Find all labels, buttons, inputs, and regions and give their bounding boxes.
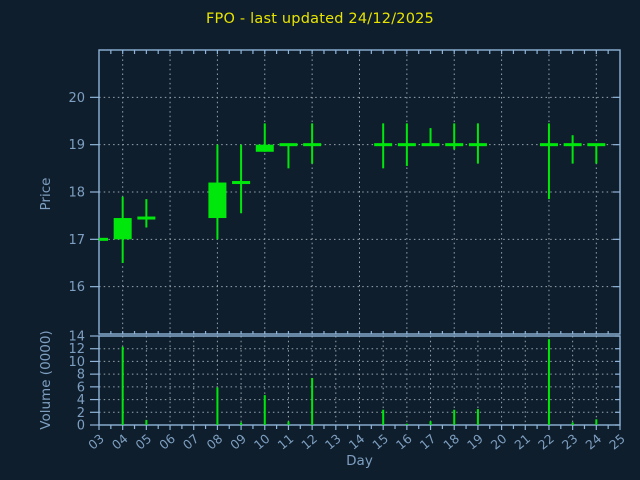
volume-tick-label: 4 [77,393,85,408]
candle-day-16 [397,123,416,166]
x-tick-label: 16 [393,431,415,453]
candle-day-04-body [113,218,132,240]
candle-day-24 [587,143,606,164]
x-tick-label: 20 [488,431,510,453]
x-tick-label: 07 [180,431,202,453]
candle-day-10 [255,123,274,152]
x-tick-label: 24 [582,431,604,453]
volume-bar-day-18 [453,409,456,425]
volume-bar-day-15 [382,409,385,425]
candle-day-09-doji [232,181,251,185]
candle-day-04 [113,196,132,263]
volume-bar-day-24 [595,419,598,425]
x-tick-label: 15 [369,431,391,453]
candle-day-23 [563,135,582,164]
candle-day-05-doji [137,216,156,220]
x-tick-label: 22 [535,431,557,453]
volume-axis-title: Volume (0000) [38,330,54,430]
volume-bar-day-05 [145,419,148,425]
candle-day-15-doji [374,143,393,147]
x-tick-label: 13 [322,431,344,453]
candle-day-19 [468,123,487,164]
candle-day-22 [539,123,558,200]
volume-bar-day-19 [476,409,479,425]
candle-day-22-doji [539,143,558,147]
x-tick-label: 25 [606,431,628,453]
volume-bar-day-10 [263,395,266,425]
candle-day-18-doji [445,143,464,147]
candle-day-11-doji [279,143,298,147]
candle-day-08-body [208,182,227,219]
x-tick-label: 12 [298,431,320,453]
x-tick-label: 03 [85,431,107,453]
x-tick-label: 17 [417,431,439,453]
x-tick-label: 06 [156,431,178,453]
candle-day-03 [99,237,108,241]
candle-day-03-doji [99,237,108,241]
volume-tick-label: 0 [77,419,85,434]
volume-bar-day-11 [287,421,290,425]
price-tick-label: 18 [68,186,85,201]
x-axis-title: Day [346,453,373,469]
volume-bar-day-04 [121,346,124,425]
candle-day-17-doji [421,143,440,147]
x-tick-label: 23 [559,431,581,453]
x-tick-label: 18 [440,431,462,453]
candle-day-18 [445,123,464,150]
x-tick-label: 04 [109,431,131,453]
x-tick-label: 08 [204,431,226,453]
candle-day-16-doji [397,143,416,147]
volume-tick-label: 6 [77,380,85,395]
x-tick-label: 14 [346,431,368,453]
volume-bars-group [121,339,598,425]
volume-bar-day-17 [429,421,432,425]
volume-bar-day-23 [571,422,574,425]
candle-day-05 [137,199,156,228]
volume-bar-day-09 [240,422,243,425]
price-tick-label: 16 [68,280,85,295]
candle-day-09 [232,144,251,214]
x-tick-label: 11 [275,431,297,453]
candle-day-08 [208,144,227,240]
price-tick-label: 20 [68,91,85,106]
volume-bar-day-08 [216,387,219,425]
candle-day-17 [421,128,440,147]
volume-bar-day-12 [311,377,314,425]
price-tick-label: 17 [68,233,85,248]
price-tick-label: 19 [68,138,85,153]
volume-tick-label: 2 [77,406,85,421]
volume-bar-day-22 [547,339,550,425]
volume-tick-label: 10 [68,355,85,370]
volume-tick-label: 14 [68,330,85,345]
candle-day-12 [303,123,322,164]
candle-day-24-doji [587,143,606,147]
x-tick-label: 10 [251,431,273,453]
volume-tick-label: 12 [68,342,85,357]
candle-day-19-doji [468,143,487,147]
x-tick-label: 21 [511,431,533,453]
x-tick-label: 19 [464,431,486,453]
x-tick-label: 05 [132,431,154,453]
candle-day-15 [374,123,393,169]
price-axis-title: Price [38,177,54,211]
candle-day-12-doji [303,143,322,147]
candle-day-10-body [255,144,274,152]
candle-day-23-doji [563,143,582,147]
x-tick-label: 09 [227,431,249,453]
volume-bar-day-16 [405,423,408,425]
candles-group [99,123,606,263]
volume-tick-label: 8 [77,368,85,383]
candle-day-11 [279,143,298,169]
chart-title: FPO - last updated 24/12/2025 [206,11,434,27]
